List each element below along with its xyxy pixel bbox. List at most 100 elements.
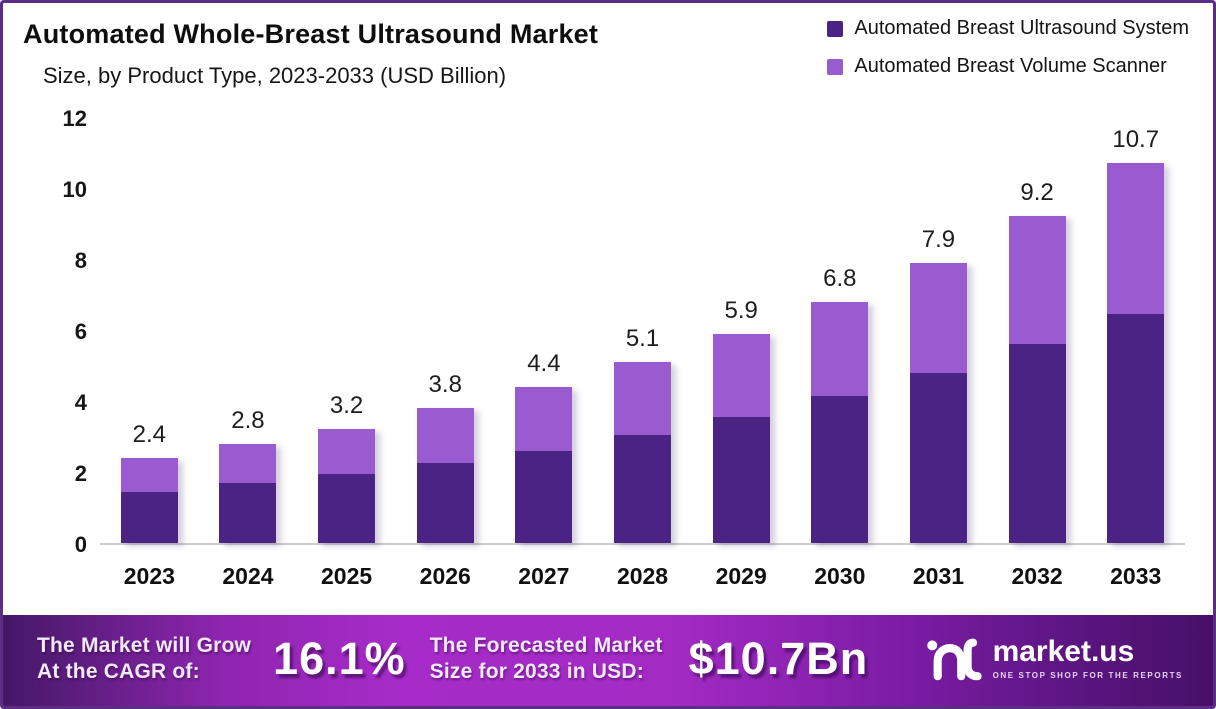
bar-2032-segment-volume-scanner [1008, 216, 1066, 345]
cagr-label: The Market will Grow At the CAGR of: [37, 633, 251, 684]
brand-text: market.us ONE STOP SHOP FOR THE REPORTS [992, 635, 1183, 681]
bar-total-label-2032: 9.2 [1020, 179, 1054, 207]
bar-stack-2029 [712, 333, 770, 543]
cagr-label-line1: The Market will Grow [37, 633, 252, 657]
bar-stack-2026 [416, 408, 474, 543]
x-tick-2026: 2026 [419, 563, 471, 589]
x-tick-2028: 2028 [616, 563, 669, 589]
x-tick-2031: 2031 [912, 563, 965, 589]
y-tick-8: 8 [74, 248, 87, 273]
legend: Automated Breast Ultrasound System Autom… [827, 17, 1189, 78]
forecast-label-line2: Size for 2033 in USD: [429, 659, 644, 683]
bar-stack-2033 [1107, 163, 1165, 543]
bar-group-2031: 7.9 [889, 226, 988, 543]
bar-2024-segment-ultrasound-system [219, 482, 277, 543]
bar-stack-2028 [614, 361, 672, 543]
footer-banner: The Market will Grow At the CAGR of: 16.… [3, 615, 1213, 706]
x-tick-2027: 2027 [518, 563, 570, 589]
page-subtitle: Size, by Product Type, 2023-2033 (USD Bi… [43, 63, 507, 88]
bar-group-2032: 9.2 [988, 179, 1087, 543]
bar-2030-segment-ultrasound-system [811, 395, 869, 543]
bar-group-2025: 3.2 [297, 392, 396, 543]
bar-stack-2027 [515, 386, 573, 543]
bar-total-label-2033: 10.7 [1112, 126, 1160, 154]
cagr-value: 16.1% [273, 632, 406, 684]
bar-2027-segment-volume-scanner [515, 386, 573, 451]
bar-total-label-2023: 2.4 [132, 420, 166, 448]
bar-2032-segment-ultrasound-system [1008, 344, 1066, 543]
y-tick-2: 2 [74, 461, 87, 486]
y-tick-4: 4 [74, 390, 87, 415]
bar-2026-segment-ultrasound-system [416, 463, 474, 543]
x-axis: 2023 2024 2025 2026 2027 2028 2029 2030 2031 2032… [100, 563, 1185, 590]
bar-total-label-2029: 5.9 [724, 296, 758, 324]
y-tick-12: 12 [62, 106, 87, 131]
bar-2031-segment-volume-scanner [909, 262, 967, 373]
legend-item-ultrasound-system: Automated Breast Ultrasound System [827, 17, 1189, 40]
bar-2024-segment-volume-scanner [219, 443, 277, 483]
bar-group-2033: 10.7 [1086, 126, 1185, 543]
bar-2030-segment-volume-scanner [811, 301, 869, 396]
bar-total-label-2031: 7.9 [921, 225, 956, 253]
market-us-logo-icon [926, 638, 982, 680]
page-title: Automated Whole-Breast Ultrasound Market [23, 19, 599, 49]
bar-2023-segment-volume-scanner [120, 457, 178, 492]
bar-group-2030: 6.8 [790, 265, 889, 543]
forecast-value: $10.7Bn [688, 632, 869, 684]
bar-group-2029: 5.9 [692, 297, 791, 543]
bar-2028-segment-ultrasound-system [614, 434, 672, 543]
bar-group-2027: 4.4 [495, 350, 594, 543]
bar-2031-segment-ultrasound-system [909, 372, 967, 543]
bar-total-label-2030: 6.8 [823, 264, 857, 292]
bar-2029-segment-volume-scanner [712, 333, 770, 417]
bar-total-label-2026: 3.8 [428, 371, 462, 399]
brand-name: market.us [992, 635, 1135, 668]
bar-group-2026: 3.8 [396, 371, 495, 543]
bar-2026-segment-volume-scanner [416, 408, 474, 464]
bar-total-label-2027: 4.4 [527, 349, 561, 377]
legend-swatch-dark-icon [827, 20, 844, 37]
bar-total-label-2025: 3.2 [329, 392, 364, 420]
bar-stack-2023 [120, 457, 178, 543]
x-tick-2025: 2025 [321, 563, 373, 589]
x-tick-2024: 2024 [222, 563, 274, 589]
y-tick-6: 6 [74, 319, 87, 344]
bar-2033-segment-ultrasound-system [1107, 314, 1165, 543]
legend-swatch-light-icon [827, 58, 844, 75]
legend-item-volume-scanner: Automated Breast Volume Scanner [827, 55, 1189, 78]
bar-stack-2025 [318, 429, 376, 543]
x-tick-2030: 2030 [814, 563, 866, 589]
bar-stack-2032 [1008, 216, 1066, 543]
bars-container: 2.4 2.8 3.2 3.8 4.4 5.1 5.9 6.8 7.9 9.2 10.7 [100, 119, 1185, 543]
bar-2025-segment-ultrasound-system [318, 473, 376, 543]
x-tick-2023: 2023 [123, 563, 175, 589]
legend-label-ultrasound-system: Automated Breast Ultrasound System [854, 17, 1189, 39]
brand-lockup: market.us ONE STOP SHOP FOR THE REPORTS [925, 636, 1183, 682]
bar-stack-2030 [811, 301, 869, 543]
forecast-label: The Forecasted Market Size for 2033 in U… [430, 633, 663, 684]
bar-2033-segment-volume-scanner [1107, 163, 1165, 315]
x-tick-2032: 2032 [1011, 563, 1063, 589]
bar-2028-segment-volume-scanner [614, 361, 672, 435]
legend-label-volume-scanner: Automated Breast Volume Scanner [854, 55, 1167, 77]
bar-total-label-2024: 2.8 [231, 406, 265, 434]
y-tick-0: 0 [74, 532, 87, 557]
brand-tagline: ONE STOP SHOP FOR THE REPORTS [992, 671, 1183, 680]
bar-stack-2031 [909, 262, 967, 543]
bar-2029-segment-ultrasound-system [712, 416, 770, 543]
bar-stack-2024 [219, 443, 277, 543]
bar-chart-plot: 2.4 2.8 3.2 3.8 4.4 5.1 5.9 6.8 7.9 9.2 10.7 [100, 119, 1185, 545]
bar-total-label-2028: 5.1 [625, 324, 660, 352]
bar-2027-segment-ultrasound-system [515, 450, 573, 543]
forecast-label-line1: The Forecasted Market [429, 633, 663, 657]
bar-group-2023: 2.4 [100, 421, 199, 543]
y-tick-10: 10 [62, 177, 87, 202]
bar-group-2024: 2.8 [199, 407, 298, 543]
x-tick-2029: 2029 [715, 563, 767, 589]
bar-2023-segment-ultrasound-system [120, 491, 178, 543]
y-axis: 0 2 4 6 8 10 12 [43, 106, 93, 557]
cagr-label-line2: At the CAGR of: [37, 659, 200, 683]
x-tick-2033: 2033 [1110, 563, 1162, 589]
bar-2025-segment-volume-scanner [318, 429, 376, 474]
